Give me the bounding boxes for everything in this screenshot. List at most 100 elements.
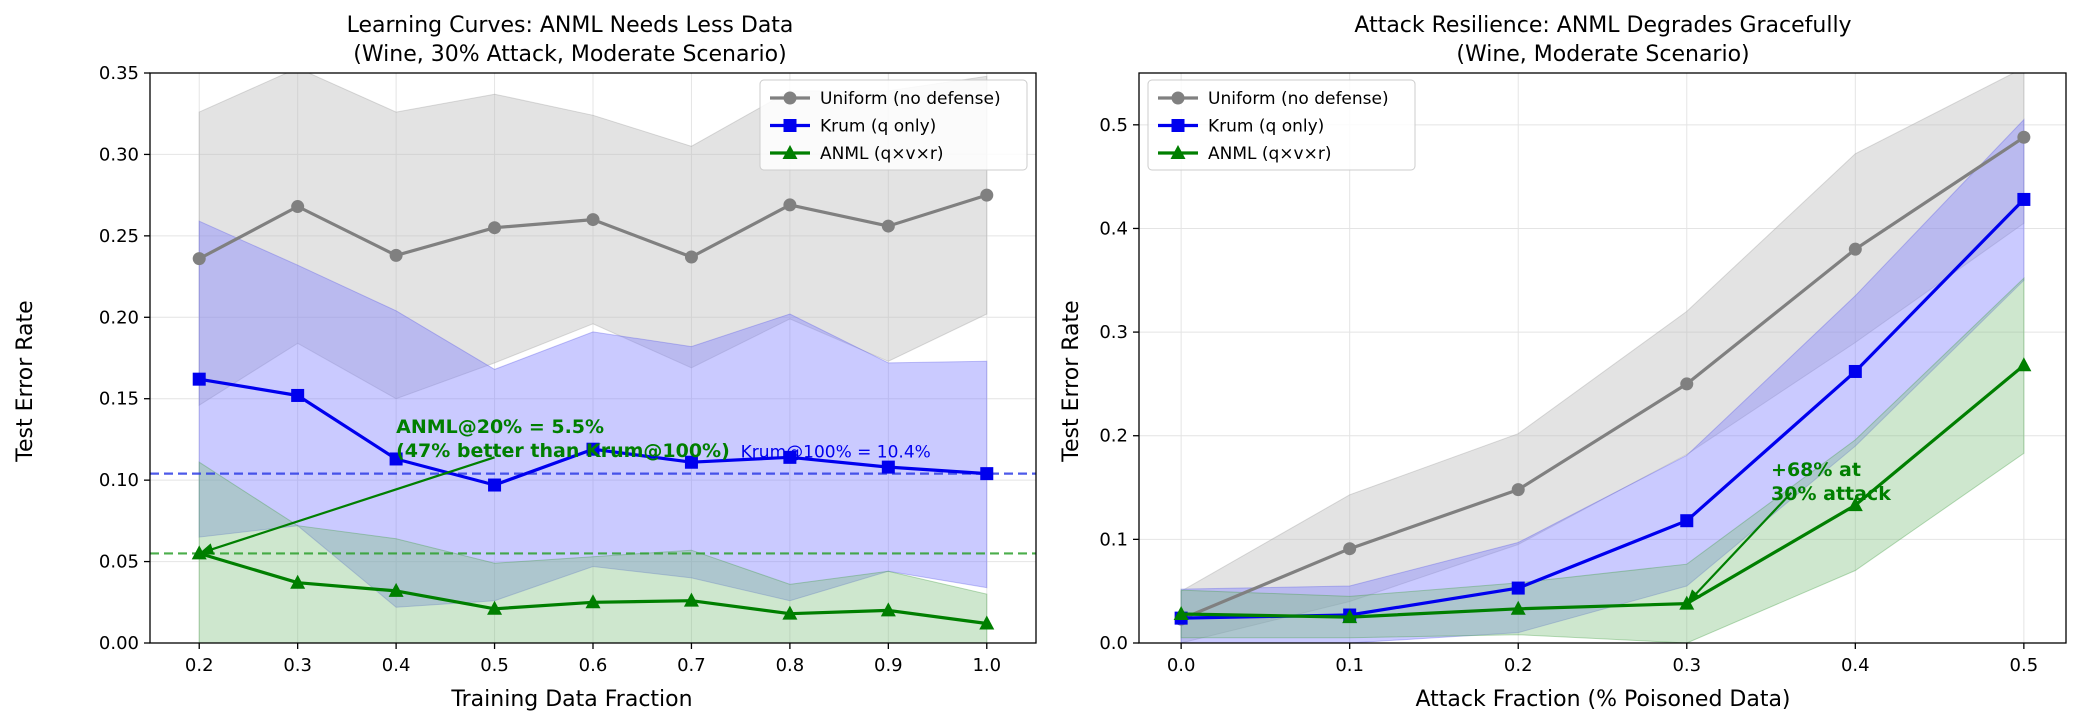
legend-marker-uniform: [1171, 91, 1185, 105]
data-point-krum: [1511, 581, 1525, 595]
y-axis-label: Test Error Rate: [13, 300, 38, 462]
data-point-anml: [1510, 600, 1526, 615]
axes-frame: [1138, 72, 2067, 644]
legend-label-uniform: Uniform (no defense): [1208, 89, 1389, 109]
data-point-uniform: [881, 219, 895, 233]
legend-marker-krum: [1171, 119, 1185, 132]
data-point-anml: [683, 592, 699, 607]
data-point-uniform: [192, 252, 206, 266]
legend-label-anml: ANML (q×v×r): [820, 144, 943, 164]
x-tick-label: 1.0: [972, 655, 1001, 676]
x-tick-label: 0.7: [677, 655, 706, 676]
data-point-uniform: [684, 250, 698, 264]
legend-marker-anml: [1170, 145, 1186, 159]
y-tick-label: 0.2: [1099, 426, 1128, 447]
legend-marker-uniform: [783, 91, 797, 105]
x-axis-label: Training Data Fraction: [450, 687, 692, 712]
x-axis-label: Attack Fraction (% Poisoned Data): [1415, 687, 1790, 712]
x-tick-label: 0.8: [776, 655, 805, 676]
y-axis-label: Test Error Rate: [1059, 300, 1084, 462]
legend: Uniform (no defense) Krum (q only) ANML (q…: [1147, 79, 1416, 171]
x-tick-label: 0.4: [1841, 655, 1870, 676]
x-tick-label: 0.3: [283, 655, 312, 676]
data-point-anml: [1173, 605, 1189, 620]
data-point-krum: [1680, 514, 1694, 528]
data-point-anml: [2016, 357, 2032, 372]
data-point-uniform: [488, 221, 502, 235]
data-point-anml: [979, 615, 995, 630]
confidence-band-uniform: [1180, 73, 2025, 643]
legend-marker-krum: [783, 119, 797, 132]
legend-box: [759, 79, 1028, 171]
data-point-krum: [488, 478, 502, 492]
data-point-anml: [388, 582, 404, 597]
y-tick-label: 0.25: [99, 226, 139, 247]
data-point-krum: [783, 450, 797, 464]
data-point-anml: [487, 600, 503, 615]
y-tick-label: 0.3: [1099, 322, 1128, 343]
data-point-anml: [782, 605, 798, 620]
data-point-anml: [1342, 609, 1358, 624]
x-tick-label: 0.4: [382, 655, 411, 676]
data-point-uniform: [1343, 542, 1357, 556]
y-tick-label: 0.5: [1099, 115, 1128, 136]
data-point-uniform: [586, 213, 600, 227]
data-point-krum: [881, 460, 895, 474]
y-tick-label: 0.15: [99, 389, 139, 410]
data-point-krum: [192, 372, 206, 386]
series-line-anml: [1181, 364, 2025, 619]
data-point-anml: [1847, 497, 1863, 512]
legend: Uniform (no defense) Krum (q only) ANML (q…: [759, 79, 1028, 171]
y-tick-label: 0.20: [99, 307, 139, 328]
data-point-uniform: [1511, 483, 1525, 497]
data-point-krum: [586, 442, 600, 456]
data-point-uniform: [980, 188, 994, 202]
legend-box: [1147, 79, 1416, 171]
data-point-uniform: [1680, 377, 1694, 391]
x-tick-label: 0.5: [480, 655, 509, 676]
panel-title-line1: Learning Curves: ANML Needs Less Data: [347, 13, 794, 38]
reference-line-label: Krum@100% = 10.4%: [741, 443, 931, 463]
data-point-krum: [389, 452, 403, 466]
data-point-krum: [1848, 364, 1862, 378]
x-tick-label: 0.3: [1672, 655, 1701, 676]
x-tick-label: 0.5: [2010, 655, 2039, 676]
annotation-arrow: [198, 456, 495, 555]
data-point-uniform: [1848, 242, 1862, 256]
data-point-krum: [291, 388, 305, 402]
attack-resilience-panel: Attack Resilience: ANML Degrades Gracefu…: [1059, 13, 2067, 712]
y-tick-label: 0.0: [1099, 633, 1128, 654]
panel-title-line2: (Wine, Moderate Scenario): [1456, 42, 1749, 67]
data-point-krum: [684, 455, 698, 469]
x-tick-label: 0.9: [874, 655, 903, 676]
data-point-anml: [880, 602, 896, 617]
data-point-krum: [980, 467, 994, 481]
confidence-band-anml: [198, 461, 988, 643]
x-tick-label: 0.2: [1504, 655, 1533, 676]
y-tick-label: 0.1: [1099, 529, 1128, 550]
legend-label-anml: ANML (q×v×r): [1208, 144, 1331, 164]
x-tick-label: 0.2: [185, 655, 214, 676]
annotation-text-line2: 30% attack: [1771, 483, 1891, 505]
legend-label-krum: Krum (q only): [820, 117, 936, 137]
panel-title-line2: (Wine, 30% Attack, Moderate Scenario): [353, 42, 786, 67]
learning-curves-panel: Learning Curves: ANML Needs Less Data (W…: [13, 13, 1037, 712]
data-point-uniform: [2017, 130, 2031, 144]
annotation-text-line1: ANML@20% = 5.5%: [396, 416, 604, 438]
confidence-band-krum: [1180, 118, 2025, 643]
annotation-arrowhead: [199, 543, 215, 555]
legend-marker-anml: [782, 145, 798, 159]
y-tick-label: 0.10: [99, 470, 139, 491]
plot-area: [1173, 73, 2032, 643]
data-point-uniform: [291, 200, 305, 214]
annotation-text-line1: +68% at: [1771, 459, 1861, 481]
x-tick-label: 0.6: [579, 655, 608, 676]
y-tick-label: 0.05: [99, 552, 139, 573]
data-point-uniform: [389, 248, 403, 262]
data-point-krum: [2017, 192, 2031, 206]
annotation-text-line2: (47% better than Krum@100%): [396, 440, 730, 462]
y-tick-label: 0.4: [1099, 218, 1128, 239]
y-tick-label: 0.00: [99, 633, 139, 654]
panel-title-line1: Attack Resilience: ANML Degrades Gracefu…: [1354, 13, 1851, 38]
